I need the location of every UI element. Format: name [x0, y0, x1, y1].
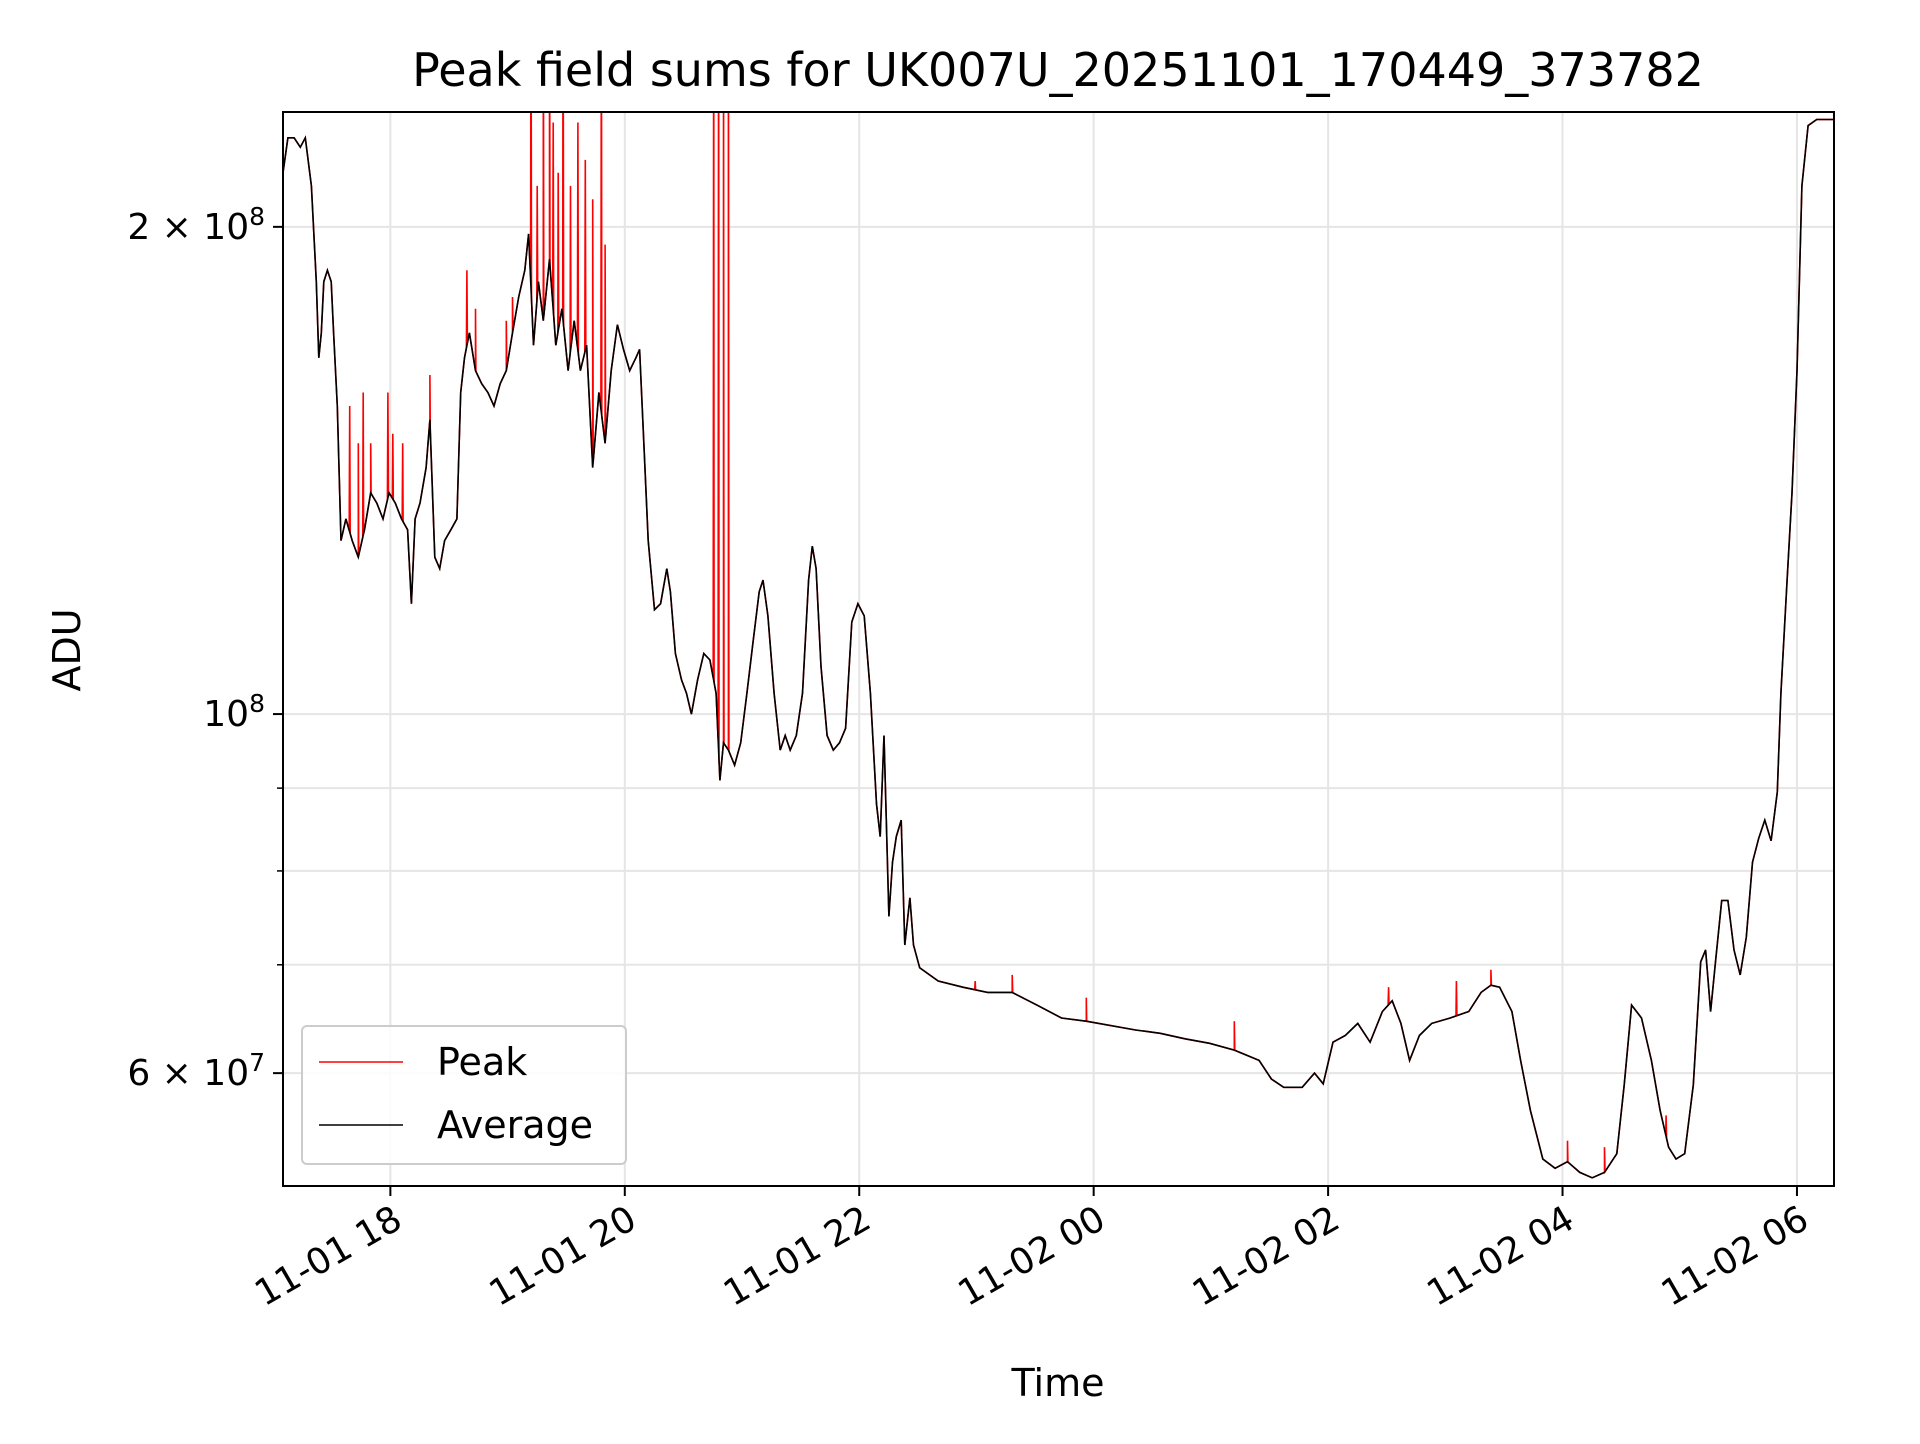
x-tick-label: 11-02 00	[951, 1198, 1112, 1314]
x-axis-label: Time	[1011, 1361, 1105, 1405]
legend-average-label: Average	[437, 1103, 593, 1147]
y-tick-label: 6 × 107	[127, 1048, 265, 1094]
x-tick-label: 11-01 22	[717, 1198, 878, 1314]
y-tick-label: 108	[203, 689, 265, 735]
y-axis-label: ADU	[45, 608, 89, 691]
x-tick-label: 11-01 18	[248, 1198, 409, 1314]
x-axis: 11-01 18 11-01 20 11-01 22 11-02 00 11-02 02…	[248, 1186, 1815, 1315]
series-layer	[283, 112, 1834, 1179]
series-line-peak	[283, 112, 1834, 1179]
plot-frame	[282, 111, 1835, 1187]
x-tick-label: 11-02 02	[1186, 1198, 1347, 1314]
chart-title: Peak field sums for UK007U_20251101_1704…	[412, 43, 1704, 97]
x-tick-label: 11-02 06	[1655, 1198, 1816, 1314]
series-line-average	[283, 118, 1834, 1179]
legend: Peak Average	[301, 1025, 627, 1165]
y-axis: 2 × 108 108 6 × 107	[127, 202, 283, 1094]
x-tick-label: 11-01 20	[483, 1198, 644, 1314]
legend-box	[301, 1025, 627, 1165]
grid	[283, 112, 1834, 1186]
legend-peak-label: Peak	[437, 1040, 527, 1084]
y-tick-label: 2 × 108	[127, 202, 265, 248]
x-tick-label: 11-02 04	[1420, 1198, 1581, 1314]
